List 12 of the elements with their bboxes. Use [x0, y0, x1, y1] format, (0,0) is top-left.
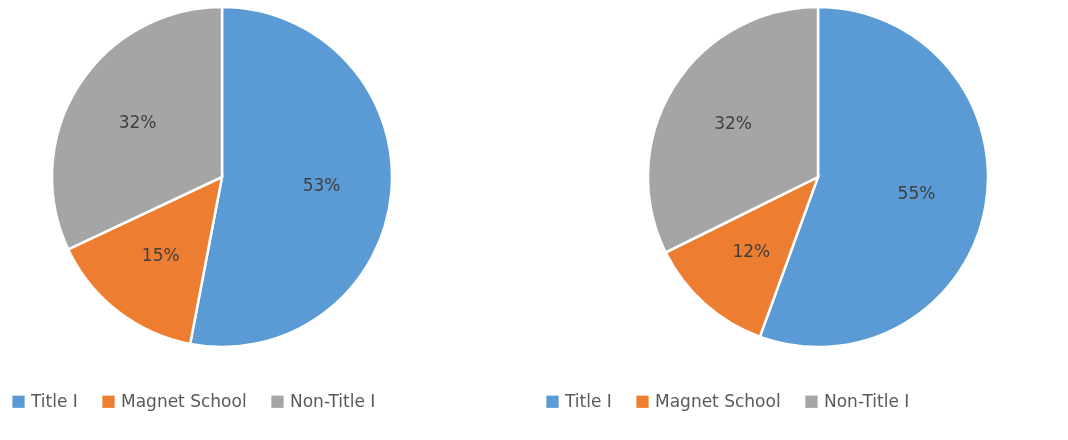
- legend-label: Non-Title I: [824, 390, 910, 411]
- data-label: 53%: [302, 175, 341, 196]
- legend-label: Title I: [30, 390, 78, 411]
- legend-label: Magnet School: [655, 390, 781, 411]
- data-label: 32%: [714, 113, 752, 134]
- data-label: 15%: [141, 245, 180, 266]
- legend-label: Non-Title I: [290, 390, 376, 411]
- data-label: 55%: [897, 183, 936, 204]
- legend-label: Title I: [564, 390, 612, 411]
- data-label: 32%: [118, 112, 157, 133]
- data-label: 12%: [732, 240, 771, 261]
- legend-label: Magnet School: [121, 390, 247, 411]
